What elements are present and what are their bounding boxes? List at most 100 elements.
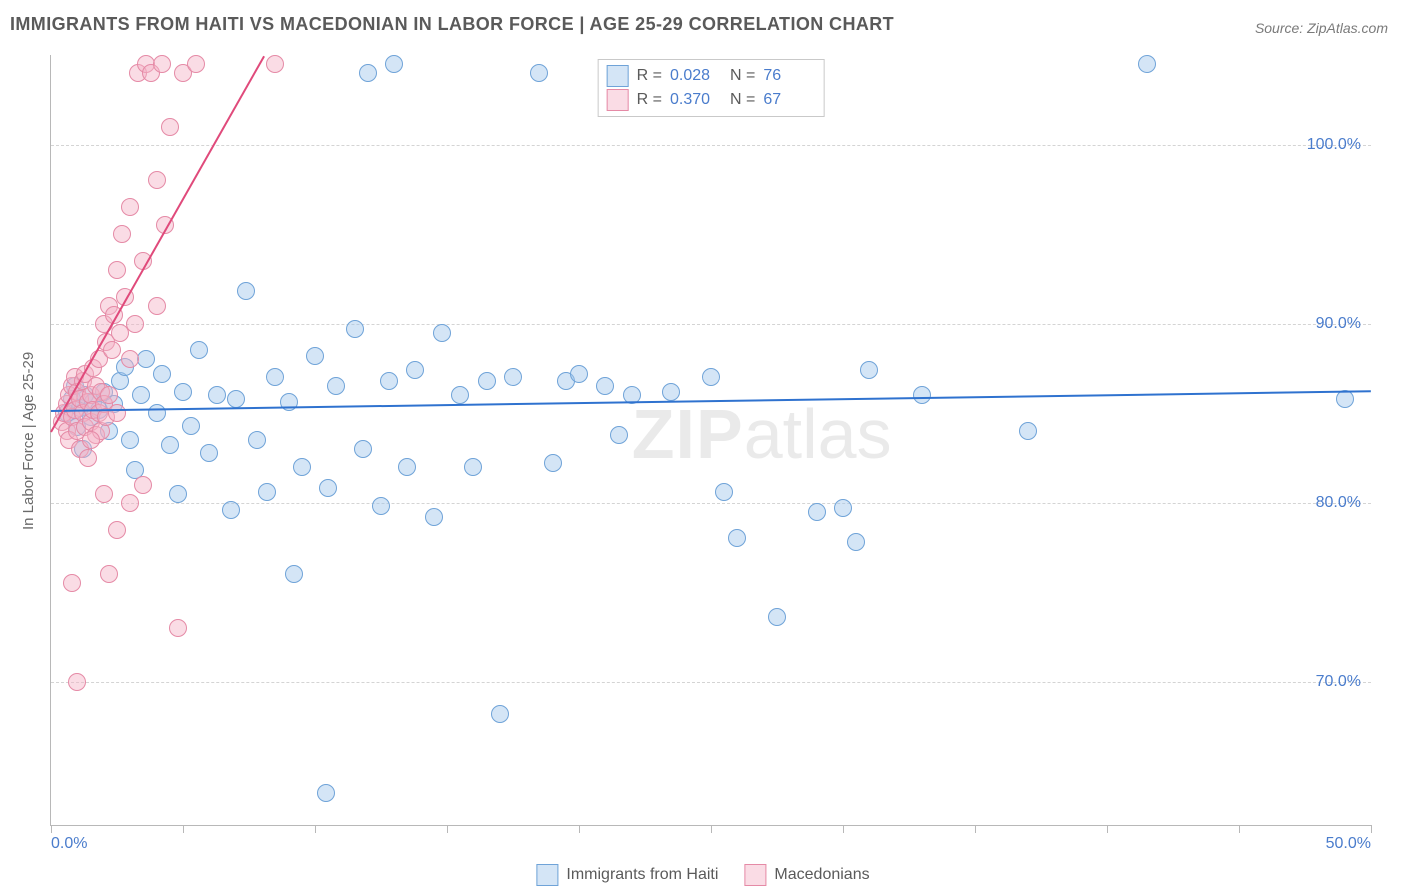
data-point-haiti <box>132 386 150 404</box>
data-point-haiti <box>285 565 303 583</box>
data-point-haiti <box>182 417 200 435</box>
data-point-haiti <box>237 282 255 300</box>
data-point-haiti <box>808 503 826 521</box>
data-point-haiti <box>530 64 548 82</box>
data-point-haiti <box>372 497 390 515</box>
data-point-macedonian <box>266 55 284 73</box>
gridline <box>51 682 1371 683</box>
x-tick-label: 50.0% <box>1326 835 1371 853</box>
gridline <box>51 324 1371 325</box>
data-point-macedonian <box>148 297 166 315</box>
data-point-haiti <box>425 508 443 526</box>
y-tick-label: 90.0% <box>1316 315 1361 333</box>
data-point-haiti <box>544 454 562 472</box>
data-point-macedonian <box>121 350 139 368</box>
data-point-macedonian <box>126 315 144 333</box>
watermark-bold: ZIP <box>632 395 744 473</box>
data-point-macedonian <box>113 225 131 243</box>
legend-item-haiti: Immigrants from Haiti <box>536 864 718 886</box>
data-point-haiti <box>161 436 179 454</box>
data-point-haiti <box>1019 422 1037 440</box>
data-point-haiti <box>491 705 509 723</box>
data-point-haiti <box>227 390 245 408</box>
data-point-haiti <box>208 386 226 404</box>
x-tick-label: 0.0% <box>51 835 87 853</box>
data-point-macedonian <box>153 55 171 73</box>
data-point-haiti <box>728 529 746 547</box>
chart-title: IMMIGRANTS FROM HAITI VS MACEDONIAN IN L… <box>10 14 894 35</box>
data-point-haiti <box>121 431 139 449</box>
data-point-haiti <box>768 608 786 626</box>
x-tick <box>447 825 448 833</box>
stats-n-value-macedonian: 67 <box>763 88 815 112</box>
data-point-haiti <box>478 372 496 390</box>
data-point-macedonian <box>134 476 152 494</box>
stats-r-value-macedonian: 0.370 <box>670 88 722 112</box>
data-point-haiti <box>280 393 298 411</box>
data-point-macedonian <box>82 431 100 449</box>
data-point-haiti <box>610 426 628 444</box>
data-point-haiti <box>715 483 733 501</box>
data-point-macedonian <box>108 261 126 279</box>
data-point-macedonian <box>121 494 139 512</box>
data-point-haiti <box>380 372 398 390</box>
data-point-macedonian <box>187 55 205 73</box>
data-point-haiti <box>359 64 377 82</box>
gridline <box>51 503 1371 504</box>
y-tick-label: 80.0% <box>1316 494 1361 512</box>
plot-area: ZIPatlas R =0.028N =76R =0.370N =67 70.0… <box>50 55 1371 826</box>
data-point-haiti <box>148 404 166 422</box>
data-point-haiti <box>137 350 155 368</box>
data-point-haiti <box>319 479 337 497</box>
legend-swatch-macedonian <box>744 864 766 886</box>
data-point-haiti <box>570 365 588 383</box>
stats-n-label: N = <box>730 64 755 88</box>
legend-swatch-haiti <box>536 864 558 886</box>
data-point-haiti <box>306 347 324 365</box>
data-point-haiti <box>860 361 878 379</box>
data-point-haiti <box>834 499 852 517</box>
data-point-macedonian <box>108 404 126 422</box>
data-point-haiti <box>169 485 187 503</box>
data-point-haiti <box>354 440 372 458</box>
stats-r-label: R = <box>637 64 662 88</box>
data-point-haiti <box>174 383 192 401</box>
data-point-haiti <box>406 361 424 379</box>
data-point-macedonian <box>95 485 113 503</box>
legend-label-macedonian: Macedonians <box>774 866 869 884</box>
data-point-macedonian <box>63 574 81 592</box>
stats-row-macedonian: R = 0.370 N = 67 <box>607 88 816 112</box>
data-point-haiti <box>596 377 614 395</box>
data-point-haiti <box>222 501 240 519</box>
data-point-haiti <box>327 377 345 395</box>
source-attribution: Source: ZipAtlas.com <box>1255 20 1388 36</box>
data-point-haiti <box>317 784 335 802</box>
data-point-haiti <box>266 368 284 386</box>
legend-item-macedonian: Macedonians <box>744 864 869 886</box>
data-point-haiti <box>153 365 171 383</box>
y-tick-label: 70.0% <box>1316 673 1361 691</box>
legend-swatch-haiti <box>607 65 629 87</box>
chart-container: IMMIGRANTS FROM HAITI VS MACEDONIAN IN L… <box>0 0 1406 892</box>
x-tick <box>1371 825 1372 833</box>
bottom-legend: Immigrants from Haiti Macedonians <box>536 864 869 886</box>
data-point-haiti <box>385 55 403 73</box>
data-point-haiti <box>662 383 680 401</box>
data-point-macedonian <box>79 449 97 467</box>
x-tick <box>711 825 712 833</box>
stats-row-haiti: R =0.028N =76 <box>607 64 816 88</box>
gridline <box>51 145 1371 146</box>
stats-r-label: R = <box>637 88 662 112</box>
data-point-macedonian <box>169 619 187 637</box>
y-axis-label: In Labor Force | Age 25-29 <box>20 352 37 530</box>
stats-n-value-haiti: 76 <box>763 64 815 88</box>
data-point-haiti <box>913 386 931 404</box>
stats-legend-box: R =0.028N =76R =0.370N =67 <box>598 59 825 117</box>
stats-n-label: N = <box>730 88 755 112</box>
data-point-haiti <box>1138 55 1156 73</box>
data-point-haiti <box>346 320 364 338</box>
data-point-haiti <box>200 444 218 462</box>
data-point-macedonian <box>148 171 166 189</box>
x-tick <box>51 825 52 833</box>
data-point-macedonian <box>121 198 139 216</box>
